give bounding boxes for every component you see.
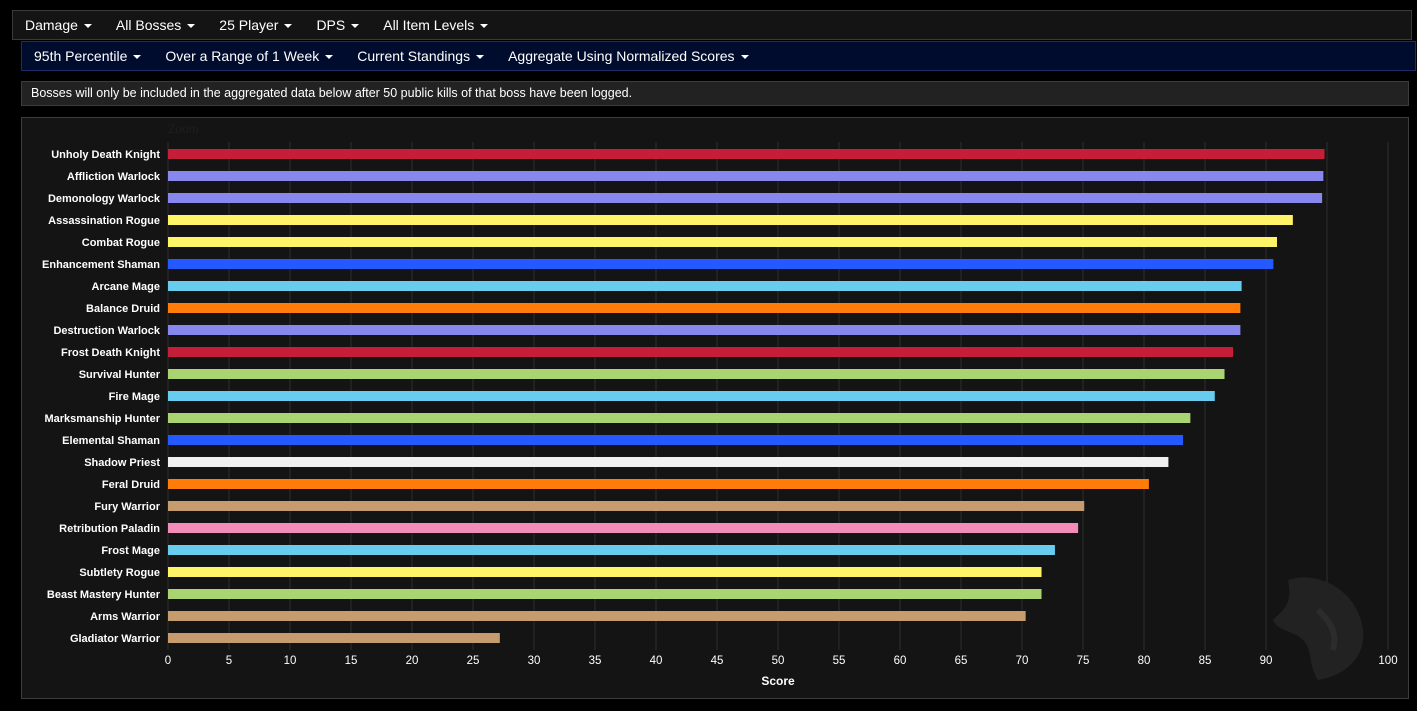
category-label: Marksmanship Hunter [44, 413, 160, 425]
x-tick-label: 45 [711, 655, 724, 667]
bar[interactable] [168, 193, 1323, 203]
bar[interactable] [168, 611, 1026, 621]
bar[interactable] [168, 237, 1277, 247]
bar[interactable] [168, 457, 1169, 467]
raid-size-dropdown[interactable]: 25 Player [207, 11, 304, 39]
metric-dropdown[interactable]: DPS [304, 11, 371, 39]
x-tick-label: 85 [1199, 655, 1212, 667]
bar[interactable] [168, 567, 1042, 577]
x-tick-label: 30 [528, 655, 541, 667]
category-label: Unholy Death Knight [51, 149, 160, 161]
category-label: Affliction Warlock [67, 171, 161, 183]
bar[interactable] [168, 633, 500, 643]
category-label: Frost Mage [101, 545, 160, 557]
percentile-dropdown[interactable]: 95th Percentile [22, 42, 153, 70]
bar[interactable] [168, 435, 1184, 445]
caret-down-icon [740, 55, 749, 59]
x-tick-label: 80 [1138, 655, 1151, 667]
caret-down-icon [480, 24, 489, 28]
aggregation-notice: Bosses will only be included in the aggr… [21, 81, 1409, 106]
category-label: Gladiator Warrior [70, 633, 161, 645]
x-tick-label: 75 [1077, 655, 1090, 667]
x-tick-label: 35 [589, 655, 602, 667]
category-label: Elemental Shaman [62, 435, 160, 447]
score-bar-chart: Unholy Death Knight Affliction Warlock Dem… [42, 122, 1398, 688]
x-tick-label: 60 [894, 655, 907, 667]
category-label: Destruction Warlock [53, 325, 160, 337]
aggregate-dropdown[interactable]: Aggregate Using Normalized Scores [496, 42, 760, 70]
standings-dropdown[interactable]: Current Standings [345, 42, 496, 70]
bar[interactable] [168, 149, 1325, 159]
caret-down-icon [83, 24, 92, 28]
bar[interactable] [168, 479, 1149, 489]
x-tick-label: 55 [833, 655, 846, 667]
caret-down-icon [351, 24, 360, 28]
caret-down-icon [284, 24, 293, 28]
x-tick-label: 25 [467, 655, 480, 667]
x-tick-label: 65 [955, 655, 968, 667]
x-tick-label: 10 [284, 655, 297, 667]
category-label: Retribution Paladin [59, 523, 160, 535]
item-level-dropdown[interactable]: All Item Levels [371, 11, 500, 39]
zoom-label[interactable]: Zoom [168, 122, 199, 136]
category-label: Feral Druid [102, 479, 160, 491]
caret-down-icon [325, 55, 334, 59]
chart-panel: Unholy Death Knight Affliction Warlock Dem… [21, 117, 1409, 699]
bars-group [168, 149, 1325, 643]
x-tick-label: 20 [406, 655, 419, 667]
category-label: Shadow Priest [84, 457, 160, 469]
x-tick-labels: 0510152025303540455055606570758085909510… [165, 655, 1398, 667]
category-label: Fury Warrior [94, 501, 160, 513]
bar[interactable] [168, 369, 1225, 379]
bar[interactable] [168, 303, 1241, 313]
x-tick-label: 50 [772, 655, 785, 667]
x-tick-label: 5 [226, 655, 232, 667]
x-tick-label: 0 [165, 655, 171, 667]
bar[interactable] [168, 215, 1293, 225]
bar[interactable] [168, 413, 1191, 423]
caret-down-icon [187, 24, 196, 28]
category-label: Fire Mage [109, 391, 160, 403]
site-logo-icon [1273, 577, 1364, 680]
category-label: Subtlety Rogue [79, 567, 160, 579]
category-label: Frost Death Knight [61, 347, 160, 359]
category-label: Arms Warrior [90, 611, 161, 623]
category-label: Arcane Mage [92, 281, 160, 293]
caret-down-icon [476, 55, 485, 59]
category-label: Survival Hunter [79, 369, 161, 381]
bar[interactable] [168, 545, 1055, 555]
category-label: Assassination Rogue [48, 215, 160, 227]
range-dropdown[interactable]: Over a Range of 1 Week [153, 42, 345, 70]
bar[interactable] [168, 501, 1085, 511]
x-axis-title: Score [761, 674, 795, 688]
x-tick-label: 70 [1016, 655, 1029, 667]
bar[interactable] [168, 259, 1274, 269]
secondary-filter-bar: 95th Percentile Over a Range of 1 Week C… [21, 41, 1416, 71]
category-label: Beast Mastery Hunter [47, 589, 161, 601]
category-label: Combat Rogue [82, 237, 160, 249]
bar[interactable] [168, 589, 1042, 599]
primary-filter-bar: Damage All Bosses 25 Player DPS All Item… [12, 10, 1412, 40]
x-tick-label: 90 [1260, 655, 1273, 667]
category-label: Demonology Warlock [48, 193, 161, 205]
caret-down-icon [133, 55, 142, 59]
x-tick-label: 40 [650, 655, 663, 667]
category-label: Balance Druid [86, 303, 160, 315]
bar[interactable] [168, 391, 1215, 401]
damage-dropdown[interactable]: Damage [13, 11, 104, 39]
bar[interactable] [168, 523, 1079, 533]
bar[interactable] [168, 347, 1234, 357]
bar[interactable] [168, 325, 1241, 335]
bar[interactable] [168, 281, 1242, 291]
bar[interactable] [168, 171, 1324, 181]
x-tick-label: 15 [345, 655, 358, 667]
bosses-dropdown[interactable]: All Bosses [104, 11, 207, 39]
category-label: Enhancement Shaman [42, 259, 160, 271]
x-tick-label: 100 [1378, 655, 1397, 667]
category-labels: Unholy Death Knight Affliction Warlock Dem… [42, 149, 161, 645]
